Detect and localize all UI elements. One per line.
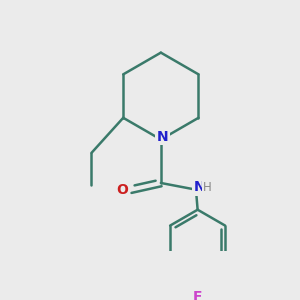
Text: F: F: [193, 290, 202, 300]
Text: O: O: [116, 183, 128, 197]
Text: H: H: [203, 181, 212, 194]
Text: N: N: [157, 130, 168, 144]
Text: N: N: [194, 180, 205, 194]
